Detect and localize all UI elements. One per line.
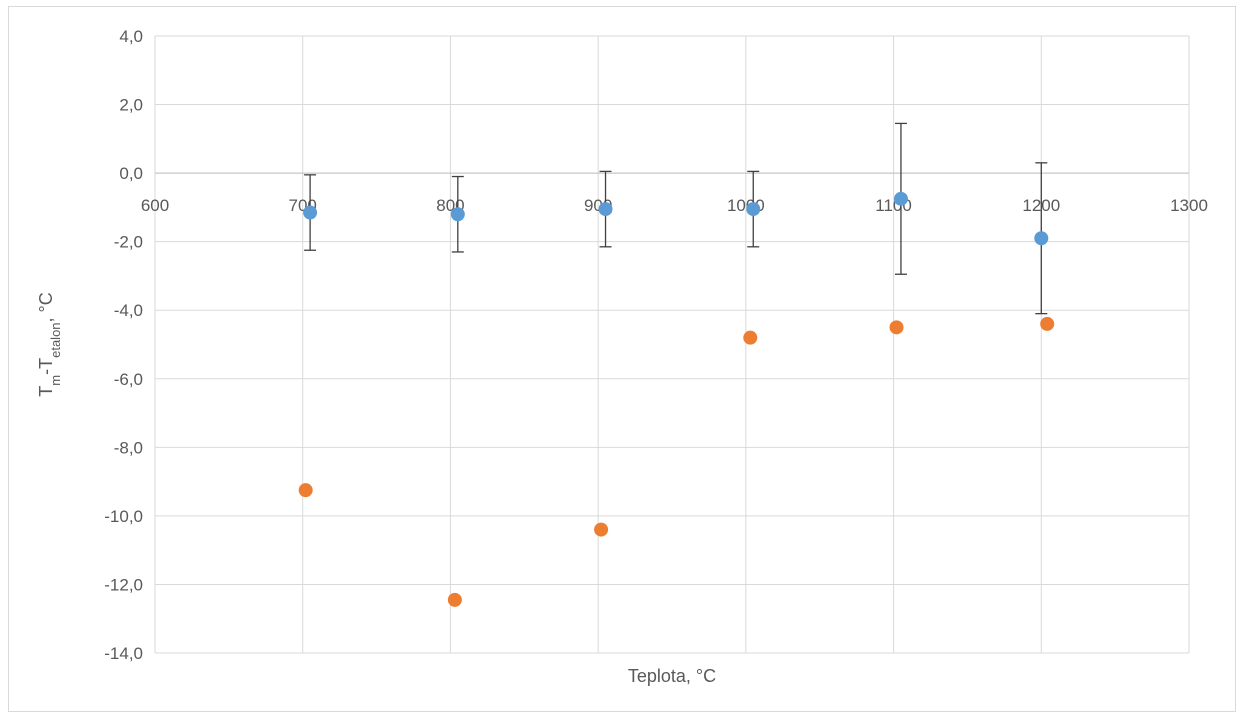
error-bars (304, 122, 1048, 315)
data-point-series-1 (893, 191, 908, 206)
data-point-series-2 (594, 522, 609, 537)
data-point-series-2 (1040, 316, 1055, 331)
y-tick-label: -2,0 (114, 233, 143, 252)
y-tick-label: 2,0 (119, 96, 143, 115)
y-title-tail: , °C (36, 292, 56, 322)
data-point-series-1 (746, 202, 761, 217)
x-tick-label: 600 (141, 196, 169, 215)
data-points (298, 191, 1055, 607)
x-axis-title: Teplota, °C (628, 666, 716, 686)
data-point-series-2 (447, 592, 462, 607)
y-title-main: T (36, 386, 56, 397)
data-point-series-1 (450, 207, 465, 222)
data-point-series-2 (743, 330, 758, 345)
y-tick-label: 0,0 (119, 164, 143, 183)
data-point-series-1 (598, 202, 613, 217)
y-axis-title: Tm-Tetalon, °C (36, 292, 63, 396)
data-point-series-2 (889, 320, 904, 335)
grid-lines (154, 35, 1190, 654)
x-tick-labels: 600 700 800 900 1000 1100 1200 1300 (141, 196, 1208, 215)
y-tick-label: -8,0 (114, 438, 143, 457)
x-tick-label: 1300 (1170, 196, 1208, 215)
y-tick-label: -12,0 (104, 575, 143, 594)
y-tick-label: -4,0 (114, 301, 143, 320)
chart-frame (8, 6, 1236, 712)
y-tick-label: 4,0 (119, 27, 143, 46)
y-tick-label: -6,0 (114, 370, 143, 389)
y-tick-labels: 4,0 2,0 0,0 -2,0 -4,0 -6,0 -8,0 -10,0 -12,0 -14,0 (104, 27, 143, 663)
y-tick-label: -14,0 (104, 644, 143, 663)
y-tick-label: -10,0 (104, 507, 143, 526)
y-title-mid: -T (36, 358, 56, 375)
y-title-sub2: etalon (48, 322, 63, 357)
data-point-series-2 (298, 483, 313, 498)
data-point-series-1 (1034, 231, 1049, 246)
y-title-sub1: m (48, 375, 63, 386)
data-point-series-1 (303, 205, 318, 220)
